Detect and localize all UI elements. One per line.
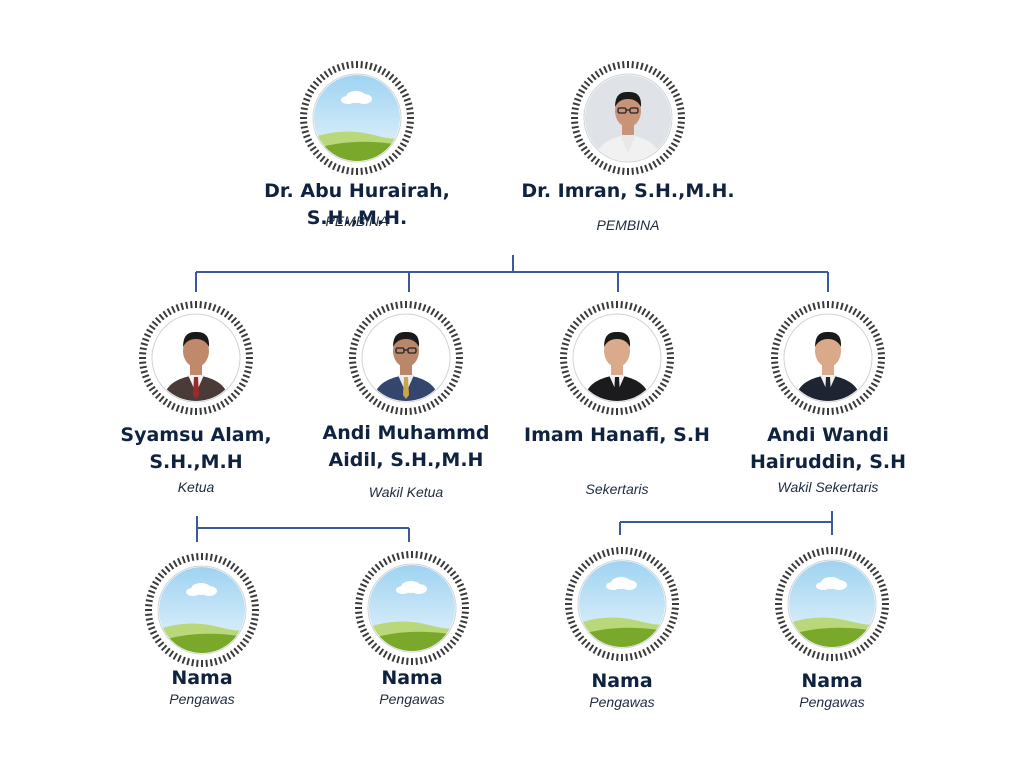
member-role: PEMBINA [596,217,660,233]
photo-frame [770,300,886,416]
person-photo-icon [574,315,660,401]
pembina-node-1: Dr. Abu Hurairah, S.H.,M.H. PEMBINA [237,60,477,229]
member-role: PEMBINA [325,213,389,229]
photo-frame [354,550,470,666]
member-role: Sekertaris [585,481,649,497]
sekertaris-node: Imam Hanafi, S.H Sekertaris [497,300,737,497]
member-role: Wakil Ketua [368,484,444,500]
member-role: Pengawas [169,691,235,707]
member-role: Ketua [177,479,215,495]
photo-frame [144,552,260,668]
person-photo-icon [585,75,671,161]
photo-frame [774,546,890,662]
photo-frame [570,60,686,176]
placeholder-landscape-icon [159,567,245,653]
person-photo-icon [153,315,239,401]
placeholder-landscape-icon [369,565,455,651]
member-role: Wakil Sekertaris [777,479,879,495]
pengawas-node-1: Nama Pengawas [82,552,322,707]
member-name: Andi Muhammd Aidil, S.H.,M.H [322,422,490,471]
photo-frame [564,546,680,662]
member-role: Pengawas [799,694,865,710]
pengawas-node-4: Nama Pengawas [712,546,952,710]
pengawas-node-2: Nama Pengawas [292,550,532,707]
photo-frame [559,300,675,416]
member-name: Nama [381,667,443,689]
member-role: Pengawas [379,691,445,707]
member-name: Nama [591,670,653,692]
member-name: Nama [801,670,863,692]
photo-frame [299,60,415,176]
member-name: Andi Wandi Hairuddin, S.H [749,424,906,473]
pembina-node-2: Dr. Imran, S.H.,M.H. PEMBINA [508,60,748,233]
member-name: Imam Hanafi, S.H [524,424,710,446]
wakil-sekertaris-node: Andi Wandi Hairuddin, S.H Wakil Sekertar… [708,300,948,495]
pengawas-node-3: Nama Pengawas [502,546,742,710]
person-photo-icon [363,315,449,401]
placeholder-landscape-icon [314,75,400,161]
placeholder-landscape-icon [789,561,875,647]
ketua-node: Syamsu Alam, S.H.,M.H Ketua [76,300,316,495]
person-photo-icon [785,315,871,401]
member-name: Nama [171,667,233,689]
member-name: Dr. Abu Hurairah, S.H.,M.H. [264,180,450,229]
member-role: Pengawas [589,694,655,710]
photo-frame [138,300,254,416]
member-name: Syamsu Alam, S.H.,M.H [120,424,272,473]
photo-frame [348,300,464,416]
member-name: Dr. Imran, S.H.,M.H. [521,180,735,202]
placeholder-landscape-icon [579,561,665,647]
wakil-ketua-node: Andi Muhammd Aidil, S.H.,M.H Wakil Ketua [286,300,526,500]
